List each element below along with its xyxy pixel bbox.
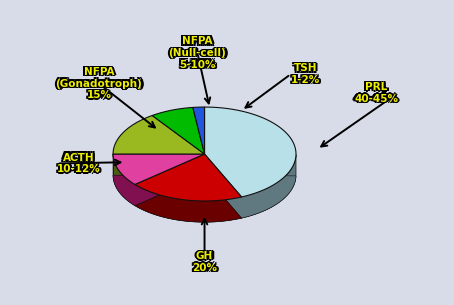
Polygon shape [113,154,205,175]
Text: ACTH
10-12%: ACTH 10-12% [57,151,100,173]
Polygon shape [152,107,205,154]
Polygon shape [135,185,242,222]
Text: ACTH
10-12%: ACTH 10-12% [59,152,103,174]
Text: PRL
40-45%: PRL 40-45% [352,82,396,104]
Text: NFPA
(Null-cell)
5-10%: NFPA (Null-cell) 5-10% [167,35,225,68]
Text: TSH
1-2%: TSH 1-2% [293,63,322,85]
Text: PRL
40-45%: PRL 40-45% [354,81,398,102]
Text: GH
20%: GH 20% [192,250,217,271]
Text: NFPA
(Gonadotroph)
15%: NFPA (Gonadotroph) 15% [58,67,144,100]
Text: TSH
1-2%: TSH 1-2% [291,62,320,84]
Polygon shape [113,154,135,206]
Text: NFPA
(Null-cell)
5-10%: NFPA (Null-cell) 5-10% [168,35,227,68]
Text: ACTH
10-12%: ACTH 10-12% [54,152,99,174]
Text: ACTH
10-12%: ACTH 10-12% [57,154,100,176]
Text: GH
20%: GH 20% [190,250,215,272]
Text: GH
20%: GH 20% [190,253,215,274]
Text: NFPA
(Gonadotroph)
15%: NFPA (Gonadotroph) 15% [57,68,144,101]
Text: GH
20%: GH 20% [194,253,219,274]
Polygon shape [113,154,205,185]
Text: NFPA
(Null-cell)
5-10%: NFPA (Null-cell) 5-10% [168,36,227,70]
Text: NFPA
(Gonadotroph)
15%: NFPA (Gonadotroph) 15% [55,66,143,99]
Polygon shape [193,107,205,154]
Text: PRL
40-45%: PRL 40-45% [352,83,396,105]
Polygon shape [135,154,242,201]
Polygon shape [205,154,242,218]
Text: ACTH
10-12%: ACTH 10-12% [57,152,100,174]
Text: TSH
1-2%: TSH 1-2% [289,63,318,85]
Polygon shape [205,107,296,197]
Text: ACTH
10-12%: ACTH 10-12% [59,154,102,175]
Text: TSH
1-2%: TSH 1-2% [289,62,318,84]
Polygon shape [113,175,205,206]
Text: TSH
1-2%: TSH 1-2% [292,62,322,84]
Text: ACTH
10-12%: ACTH 10-12% [59,152,102,173]
Text: NFPA
(Null-cell)
5-10%: NFPA (Null-cell) 5-10% [170,38,228,71]
Text: ACTH
10-12%: ACTH 10-12% [55,152,99,173]
Text: PRL
40-45%: PRL 40-45% [354,84,398,105]
Text: NFPA
(Null-cell)
5-10%: NFPA (Null-cell) 5-10% [171,36,228,70]
Text: NFPA
(Null-cell)
5-10%: NFPA (Null-cell) 5-10% [167,36,224,70]
Text: NFPA
(Gonadotroph)
15%: NFPA (Gonadotroph) 15% [54,66,141,99]
Text: TSH
1-2%: TSH 1-2% [291,65,320,86]
Polygon shape [135,154,205,206]
Text: NFPA
(Gonadotroph)
15%: NFPA (Gonadotroph) 15% [55,68,143,102]
Text: NFPA
(Gonadotroph)
15%: NFPA (Gonadotroph) 15% [54,68,141,101]
Text: GH
20%: GH 20% [194,251,219,273]
Text: NFPA
(Null-cell)
5-10%: NFPA (Null-cell) 5-10% [170,35,228,68]
Polygon shape [135,175,242,222]
Text: TSH
1-2%: TSH 1-2% [292,65,322,86]
Polygon shape [135,154,205,206]
Text: GH
20%: GH 20% [190,251,215,273]
Text: NFPA
(Gonadotroph)
15%: NFPA (Gonadotroph) 15% [55,67,143,100]
Text: PRL
40-45%: PRL 40-45% [356,82,400,104]
Text: ACTH
10-12%: ACTH 10-12% [55,154,99,175]
Text: PRL
40-45%: PRL 40-45% [354,82,398,104]
Text: PRL
40-45%: PRL 40-45% [352,81,396,102]
Polygon shape [113,116,205,154]
Text: GH
20%: GH 20% [192,253,217,274]
Text: NFPA
(Null-cell)
5-10%: NFPA (Null-cell) 5-10% [168,38,227,71]
Text: NFPA
(Gonadotroph)
15%: NFPA (Gonadotroph) 15% [54,67,140,100]
Text: GH
20%: GH 20% [194,250,219,272]
Polygon shape [242,155,296,218]
Text: TSH
1-2%: TSH 1-2% [289,65,318,86]
Polygon shape [205,175,296,218]
Polygon shape [113,154,205,175]
Text: PRL
40-45%: PRL 40-45% [356,81,400,102]
Text: NFPA
(Null-cell)
5-10%: NFPA (Null-cell) 5-10% [167,38,225,71]
Polygon shape [205,154,242,218]
Text: GH
20%: GH 20% [192,251,217,273]
Text: TSH
1-2%: TSH 1-2% [291,63,320,85]
Text: PRL
40-45%: PRL 40-45% [356,83,400,105]
Text: NFPA
(Gonadotroph)
15%: NFPA (Gonadotroph) 15% [57,66,144,99]
